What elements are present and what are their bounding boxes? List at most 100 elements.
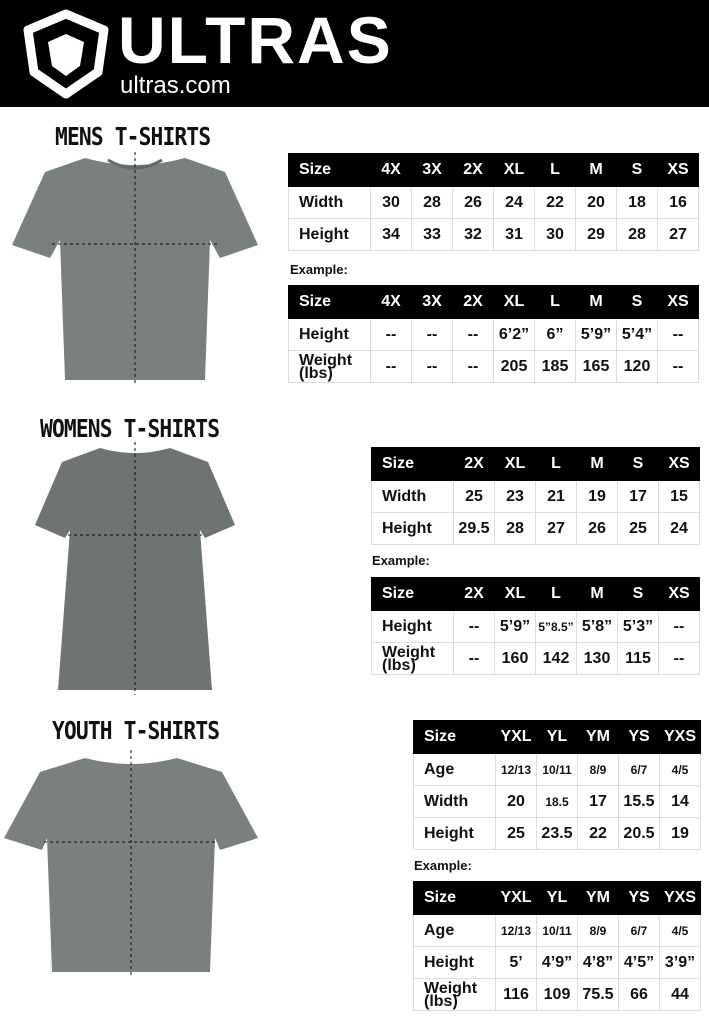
table-cell: 20.5 <box>618 817 660 850</box>
table-cell: 3’9” <box>659 946 701 979</box>
table-cell: 28 <box>411 186 453 219</box>
row-label: Height <box>371 610 454 643</box>
table-cell: -- <box>452 350 494 383</box>
table-cell: 18 <box>616 186 658 219</box>
table-cell: 109 <box>536 978 578 1011</box>
table-cell: -- <box>657 350 699 383</box>
table-cell: 165 <box>575 350 617 383</box>
table-cell: 15.5 <box>618 785 660 818</box>
header-cell: L <box>535 577 577 611</box>
header-cell-label: Size <box>413 881 496 915</box>
table-cell: 5”8.5” <box>535 610 577 643</box>
header-cell: YS <box>618 720 660 754</box>
table-cell: 24 <box>658 512 700 545</box>
table-cell: 25 <box>617 512 659 545</box>
womens-measurement-table: Size 2X XL L M S XS Width 25 23 21 19 17 15 Height 29.5… <box>371 447 700 545</box>
table-cell: 4/5 <box>659 914 701 947</box>
table-cell: 8/9 <box>577 914 619 947</box>
womens-example-label: Example: <box>372 553 430 568</box>
header-cell: 2X <box>453 577 495 611</box>
table-header-row: Size 2X XL L M S XS <box>371 577 700 611</box>
table-cell: 115 <box>617 642 659 675</box>
table-cell: 26 <box>576 512 618 545</box>
header-cell: M <box>576 577 618 611</box>
youth-example-table: Size YXL YL YM YS YXS Age 12/13 10/11 8/9 6/7 4/5 He… <box>413 881 701 1011</box>
header-cell: XL <box>494 577 536 611</box>
table-cell: 25 <box>453 480 495 513</box>
header-cell: XS <box>658 447 700 481</box>
table-header-row: Size YXL YL YM YS YXS <box>413 720 701 754</box>
header-cell-label: Size <box>413 720 496 754</box>
table-cell: 15 <box>658 480 700 513</box>
header-cell: XS <box>657 285 699 319</box>
mens-example-table: Size 4X 3X 2X XL L M S XS Height -- -- -- 6’2” 6” 5’9” 5… <box>288 285 699 383</box>
header-cell: L <box>534 153 576 187</box>
brand-header: ULTRAS ultras.com <box>0 0 709 107</box>
header-cell: M <box>576 447 618 481</box>
ultras-shield-logo <box>23 9 109 99</box>
table-header-row: Size YXL YL YM YS YXS <box>413 881 701 915</box>
table-cell: 120 <box>616 350 658 383</box>
table-cell: 30 <box>370 186 412 219</box>
table-cell: 27 <box>657 218 699 251</box>
mens-shirt-image <box>12 152 258 385</box>
table-cell: 19 <box>576 480 618 513</box>
youth-example-label: Example: <box>414 858 472 873</box>
table-cell: 5’4” <box>616 318 658 351</box>
table-cell: 22 <box>577 817 619 850</box>
row-label: Width <box>288 186 371 219</box>
table-cell: 185 <box>534 350 576 383</box>
row-label: Weight (lbs) <box>288 350 371 383</box>
table-cell: 130 <box>576 642 618 675</box>
header-cell: M <box>575 285 617 319</box>
brand-url: ultras.com <box>120 72 231 99</box>
table-cell: 32 <box>452 218 494 251</box>
table-cell: -- <box>411 318 453 351</box>
mens-example-label: Example: <box>290 262 348 277</box>
womens-title: WOMENS T-SHIRTS <box>40 414 220 443</box>
womens-shirt-image <box>35 442 235 695</box>
header-cell: YXS <box>659 720 701 754</box>
table-cell: 6” <box>534 318 576 351</box>
table-cell: 12/13 <box>495 753 537 786</box>
table-cell: 18.5 <box>536 785 578 818</box>
table-cell: 10/11 <box>536 914 578 947</box>
table-header-row: Size 4X 3X 2X XL L M S XS <box>288 285 699 319</box>
header-cell: L <box>535 447 577 481</box>
mens-measurement-table: Size 4X 3X 2X XL L M S XS Width 30 28 26 24 22 20 18 16 He… <box>288 153 699 251</box>
table-cell: 5’ <box>495 946 537 979</box>
table-cell: 29.5 <box>453 512 495 545</box>
header-cell: YL <box>536 881 578 915</box>
header-cell: XL <box>493 285 535 319</box>
header-cell-label: Size <box>371 447 454 481</box>
table-cell: 6/7 <box>618 753 660 786</box>
row-label: Height <box>288 218 371 251</box>
youth-measurement-table: Size YXL YL YM YS YXS Age 12/13 10/11 8/9 6/7 4/5 Wi… <box>413 720 701 850</box>
header-cell: 4X <box>370 285 412 319</box>
table-cell: 30 <box>534 218 576 251</box>
header-cell: 2X <box>453 447 495 481</box>
table-cell: 4’9” <box>536 946 578 979</box>
table-cell: 205 <box>493 350 535 383</box>
table-cell: 5’9” <box>575 318 617 351</box>
table-cell: -- <box>657 318 699 351</box>
table-cell: 66 <box>618 978 660 1011</box>
table-cell: 6/7 <box>618 914 660 947</box>
table-cell: 26 <box>452 186 494 219</box>
table-cell: 23.5 <box>536 817 578 850</box>
row-label: Height <box>413 946 496 979</box>
table-cell: 20 <box>575 186 617 219</box>
youth-title: YOUTH T-SHIRTS <box>52 716 220 745</box>
table-cell: 75.5 <box>577 978 619 1011</box>
header-cell: 3X <box>411 153 453 187</box>
table-cell: -- <box>411 350 453 383</box>
row-label: Weight (lbs) <box>371 642 454 675</box>
table-cell: 10/11 <box>536 753 578 786</box>
header-cell: YXS <box>659 881 701 915</box>
womens-example-table: Size 2X XL L M S XS Height -- 5’9” 5”8.5” 5’8” 5’3” -… <box>371 577 700 675</box>
table-cell: 22 <box>534 186 576 219</box>
header-cell: M <box>575 153 617 187</box>
table-cell: 8/9 <box>577 753 619 786</box>
header-cell: YL <box>536 720 578 754</box>
table-row: Width 25 23 21 19 17 15 <box>371 480 700 513</box>
